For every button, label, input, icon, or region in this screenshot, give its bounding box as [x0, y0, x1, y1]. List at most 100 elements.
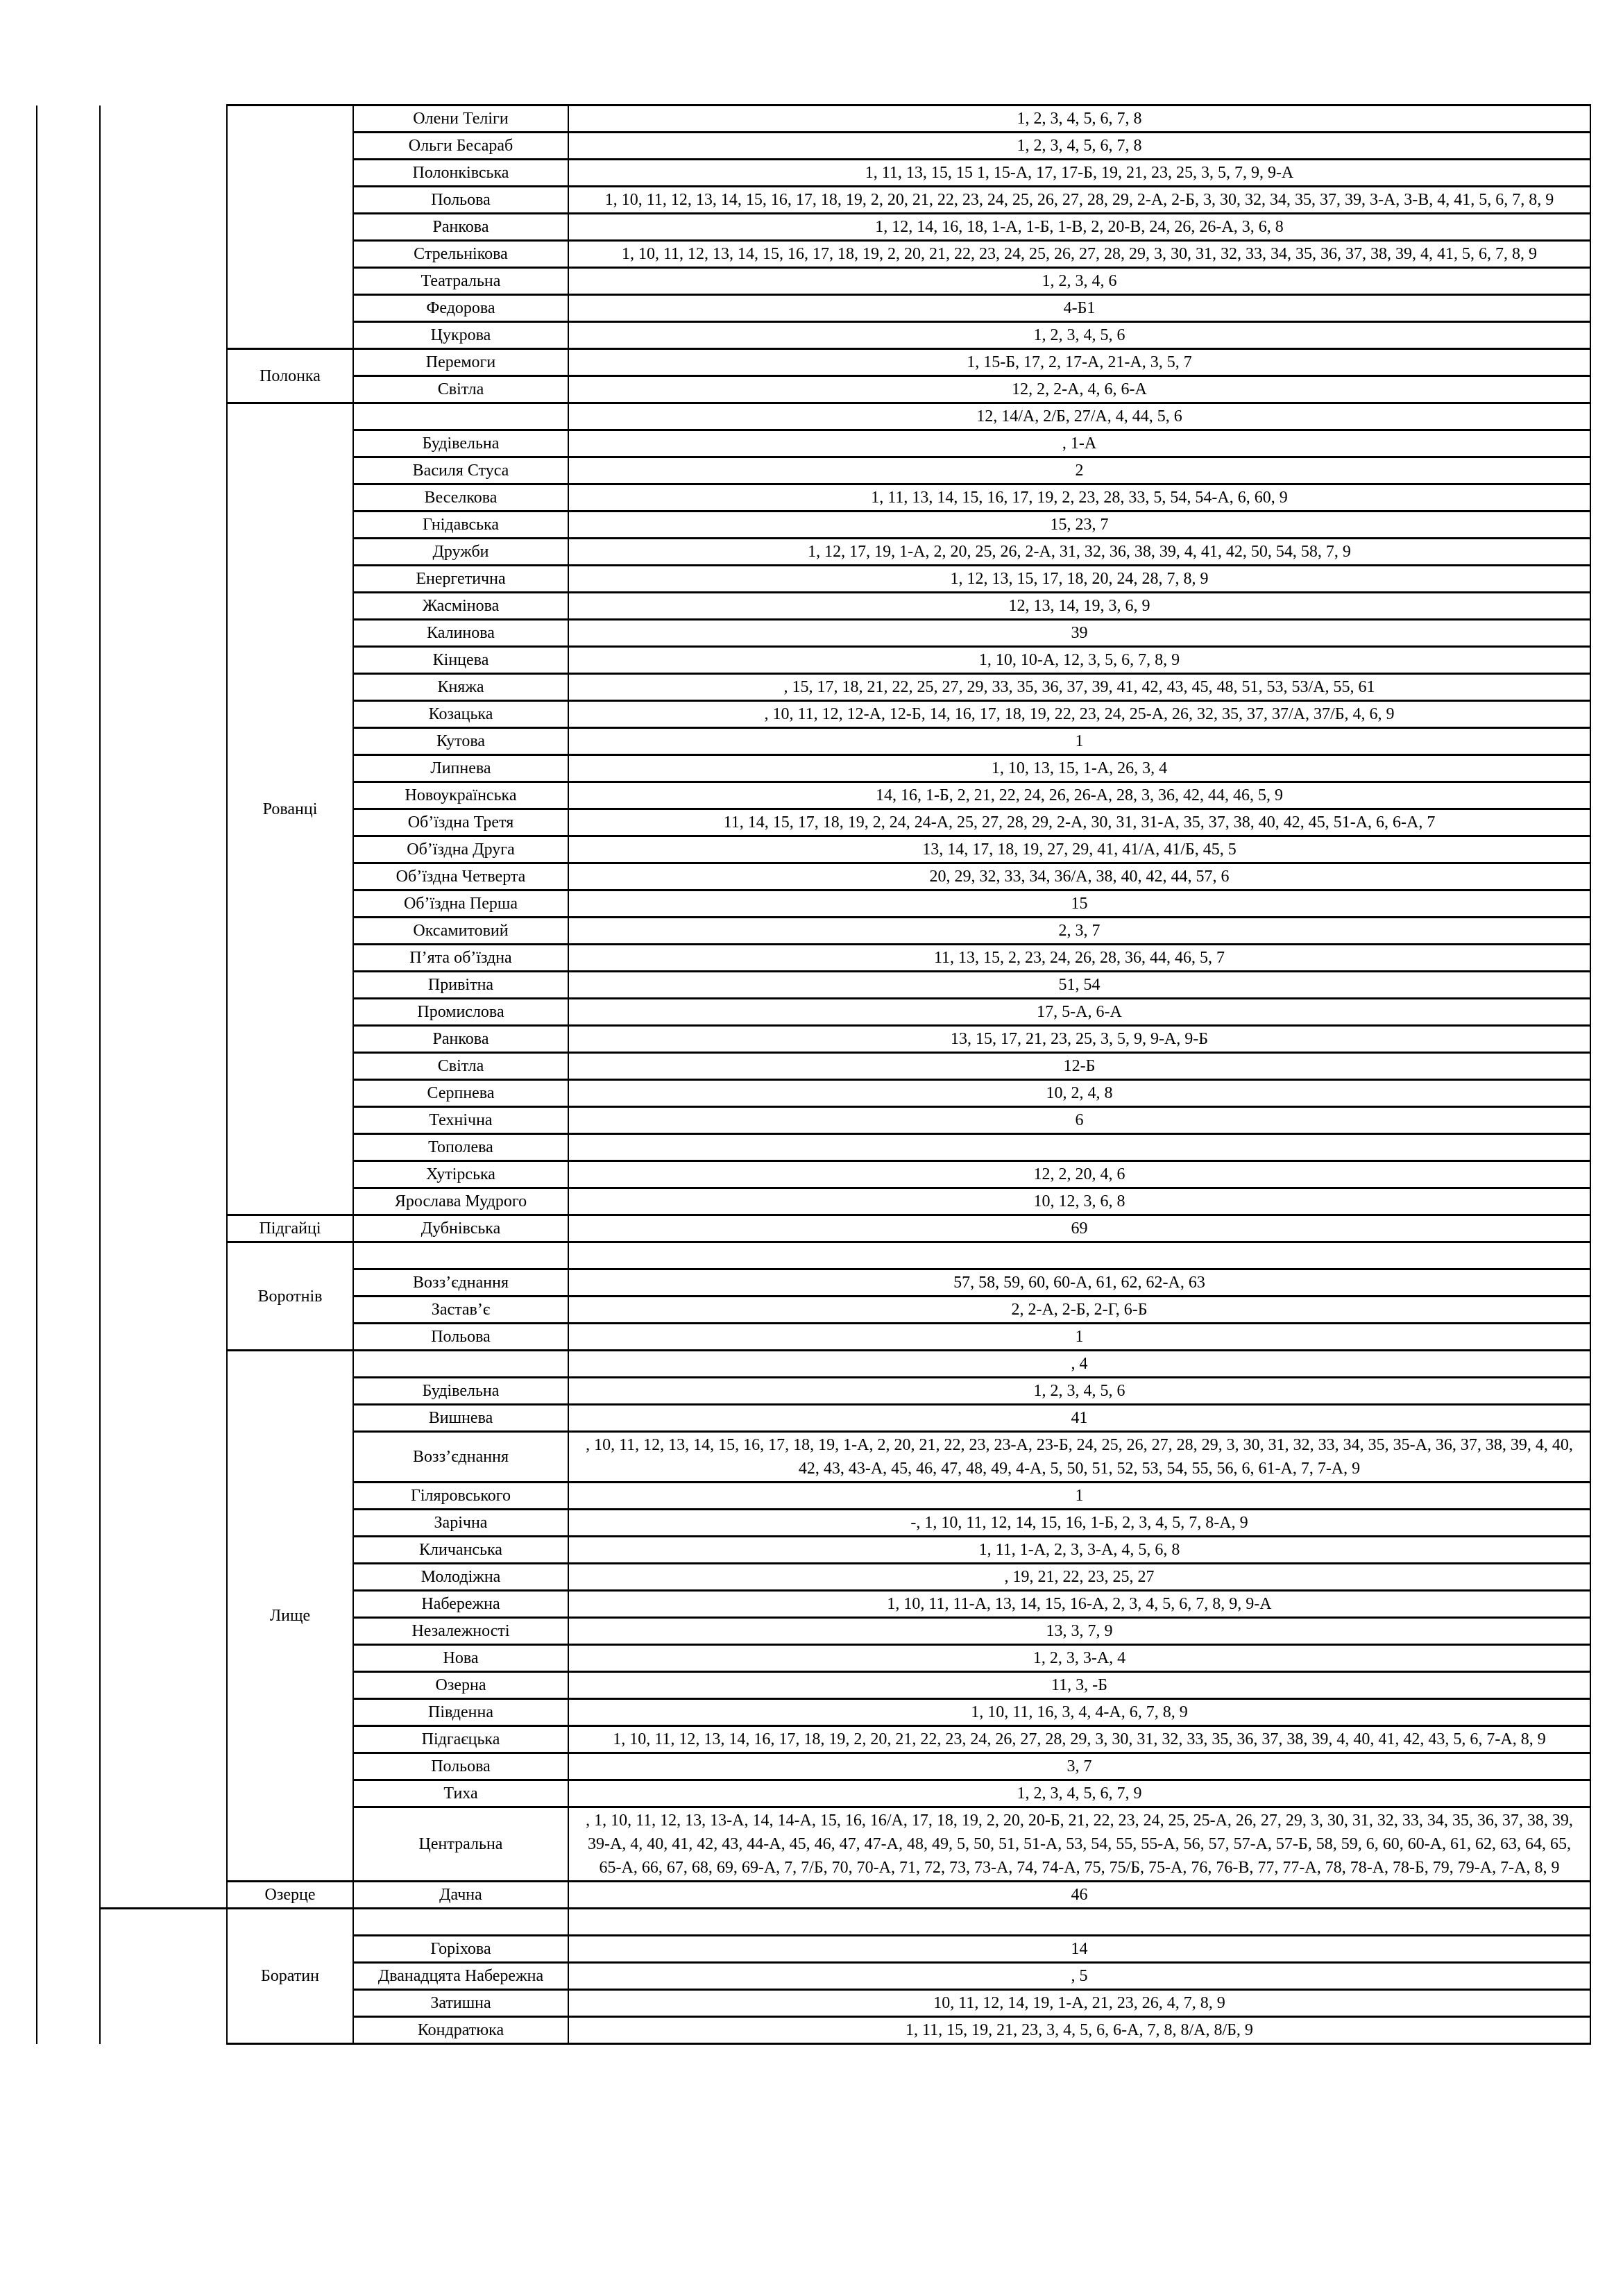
street-cell: Технічна — [352, 1106, 569, 1135]
street-cell: Дачна — [352, 1880, 569, 1909]
house-numbers-cell: 46 — [568, 1880, 1591, 1909]
table-row: Кінцева 1, 10, 10-А, 12, 3, 5, 6, 7, 8, 9 — [37, 645, 1591, 675]
street-cell: Промислова — [352, 997, 569, 1027]
street-cell: Ранкова — [352, 1024, 569, 1054]
table-row: Польова 3, 7 — [37, 1752, 1591, 1781]
table-row: Серпнева 10, 2, 4, 8 — [37, 1079, 1591, 1108]
table-row: Кутова 1 — [37, 727, 1591, 756]
house-numbers-cell: 1, 10, 11, 16, 3, 4, 4-А, 6, 7, 8, 9 — [568, 1698, 1591, 1727]
community-column-cell — [99, 105, 228, 1909]
street-cell: Ранкова — [352, 212, 569, 242]
table-row: Об’їздна Перша 15 — [37, 889, 1591, 918]
street-cell: Об’їздна Друга — [352, 835, 569, 864]
street-cell: Ярослава Мудрого — [352, 1187, 569, 1216]
street-cell: Веселкова — [352, 483, 569, 512]
house-numbers-cell: 1, 10, 10-А, 12, 3, 5, 6, 7, 8, 9 — [568, 645, 1591, 675]
street-cell: Вишнева — [352, 1403, 569, 1433]
street-cell: Козацька — [352, 700, 569, 729]
village-cell: Воротнів — [226, 1241, 354, 1351]
table-row: Липнева 1, 10, 13, 15, 1-А, 26, 3, 4 — [37, 754, 1591, 783]
table-row: Центральна, 1, 10, 11, 12, 13, 13-А, 14,… — [37, 1806, 1591, 1882]
street-cell: Дубнівська — [352, 1214, 569, 1243]
house-numbers-cell: 11, 3, -Б — [568, 1671, 1591, 1700]
street-cell: Жасмінова — [352, 591, 569, 621]
house-numbers-cell: 1, 10, 11, 12, 13, 14, 16, 17, 18, 19, 2… — [568, 1725, 1591, 1754]
house-numbers-cell: 2, 2-А, 2-Б, 2-Г, 6-Б — [568, 1295, 1591, 1324]
table-row: Південна 1, 10, 11, 16, 3, 4, 4-А, 6, 7, … — [37, 1698, 1591, 1727]
street-cell: Незалежності — [352, 1617, 569, 1646]
house-numbers-cell: 1, 10, 11, 12, 13, 14, 15, 16, 17, 18, 1… — [568, 239, 1591, 269]
village-cell: Підгайці — [226, 1214, 354, 1243]
street-cell: Гнідавська — [352, 510, 569, 539]
street-cell: Гіляровського — [352, 1481, 569, 1510]
table-row: Світла 12, 2, 2-А, 4, 6, 6-А — [37, 375, 1591, 404]
table-row: Горіхова 14 — [37, 1934, 1591, 1964]
house-numbers-cell — [568, 1907, 1591, 1936]
street-cell: Зарічна — [352, 1508, 569, 1537]
community-column-cell — [99, 1907, 228, 2044]
street-cell: Об’їздна Четверта — [352, 862, 569, 891]
street-cell: Дванадцята Набережна — [352, 1961, 569, 1991]
street-cell: Калинова — [352, 618, 569, 648]
street-cell: Набережна — [352, 1589, 569, 1619]
street-cell: Возз’єднання — [352, 1268, 569, 1297]
table-row: Возз’єднання 57, 58, 59, 60, 60-А, 61, 62… — [37, 1268, 1591, 1297]
street-cell: Енергетична — [352, 564, 569, 593]
street-cell: Стрельнікова — [352, 239, 569, 269]
table-row: Об’їздна Третя 11, 14, 15, 17, 18, 19, 2,… — [37, 808, 1591, 837]
table-row: Застав’є 2, 2-А, 2-Б, 2-Г, 6-Б — [37, 1295, 1591, 1324]
house-numbers-cell: 1, 11, 13, 14, 15, 16, 17, 19, 2, 23, 28… — [568, 483, 1591, 512]
street-cell — [352, 1907, 569, 1936]
street-cell: Привітна — [352, 970, 569, 999]
table-row: Польова 1 — [37, 1322, 1591, 1351]
street-cell: Тополева — [352, 1133, 569, 1162]
table-row: Калинова 39 — [37, 618, 1591, 648]
table-row: Зарічна -, 1, 10, 11, 12, 14, 15, 16, 1-Б… — [37, 1508, 1591, 1537]
table-row: Хутірська 12, 2, 20, 4, 6 — [37, 1160, 1591, 1189]
street-cell: Серпнева — [352, 1079, 569, 1108]
street-cell: Кутова — [352, 727, 569, 756]
house-numbers-cell: 1, 2, 3, 4, 6 — [568, 267, 1591, 296]
village-cell: Озерце — [226, 1880, 354, 1909]
street-cell: Кондратюка — [352, 2016, 569, 2045]
table-row: Дванадцята Набережна, 5 — [37, 1961, 1591, 1991]
street-cell: Полонківська — [352, 158, 569, 187]
table-row: Молодіжна, 19, 21, 22, 23, 25, 27 — [37, 1562, 1591, 1592]
table-row: Тополева — [37, 1133, 1591, 1162]
table-row: Дружби 1, 12, 17, 19, 1-А, 2, 20, 25, 26,… — [37, 537, 1591, 566]
street-cell — [352, 1349, 569, 1378]
table-row: Ольги Бесараб 1, 2, 3, 4, 5, 6, 7, 8 — [37, 131, 1591, 160]
house-numbers-cell: 13, 14, 17, 18, 19, 27, 29, 41, 41/А, 41… — [568, 835, 1591, 864]
house-numbers-cell: 11, 14, 15, 17, 18, 19, 2, 24, 24-А, 25,… — [568, 808, 1591, 837]
street-cell: Затишна — [352, 1989, 569, 2018]
house-numbers-cell: , 15, 17, 18, 21, 22, 25, 27, 29, 33, 35… — [568, 673, 1591, 702]
house-numbers-cell: , 19, 21, 22, 23, 25, 27 — [568, 1562, 1591, 1592]
house-numbers-cell — [568, 1133, 1591, 1162]
house-numbers-cell: 17, 5-А, 6-А — [568, 997, 1591, 1027]
street-cell: Світла — [352, 375, 569, 404]
house-numbers-cell: 1, 10, 13, 15, 1-А, 26, 3, 4 — [568, 754, 1591, 783]
village-cell — [226, 104, 354, 350]
table-row: Новоукраїнська 14, 16, 1-Б, 2, 21, 22, 24… — [37, 781, 1591, 810]
village-cell: Рованці — [226, 402, 354, 1216]
house-numbers-cell: 1, 2, 3, 3-А, 4 — [568, 1644, 1591, 1673]
house-numbers-cell: 12, 2, 20, 4, 6 — [568, 1160, 1591, 1189]
street-cell: Центральна — [352, 1806, 569, 1882]
street-cell: Новоукраїнська — [352, 781, 569, 810]
house-numbers-cell: 2, 3, 7 — [568, 916, 1591, 945]
address-table: Олени Теліги 1, 2, 3, 4, 5, 6, 7, 8 Ольги … — [36, 104, 1591, 2045]
table-row: Лище , 4 — [37, 1349, 1591, 1882]
street-cell: Возз’єднання — [352, 1430, 569, 1483]
house-numbers-cell: 1, 11, 15, 19, 21, 23, 3, 4, 5, 6, 6-А, … — [568, 2016, 1591, 2045]
table-row: Княжа, 15, 17, 18, 21, 22, 25, 27, 29, 3… — [37, 673, 1591, 702]
village-cell: Лище — [226, 1349, 354, 1882]
street-cell: Липнева — [352, 754, 569, 783]
street-cell: Застав’є — [352, 1295, 569, 1324]
table-row: Кондратюка 1, 11, 15, 19, 21, 23, 3, 4, 5… — [37, 2016, 1591, 2045]
table-row: Кличанська 1, 11, 1-А, 2, 3, 3-А, 4, 5, 6… — [37, 1535, 1591, 1564]
table-row: Озерце Дачна 46 — [37, 1880, 1591, 1909]
table-row: Озерна 11, 3, -Б — [37, 1671, 1591, 1700]
table-row: Підгайці Дубнівська 69 — [37, 1214, 1591, 1243]
house-numbers-cell: 39 — [568, 618, 1591, 648]
street-cell — [352, 402, 569, 431]
